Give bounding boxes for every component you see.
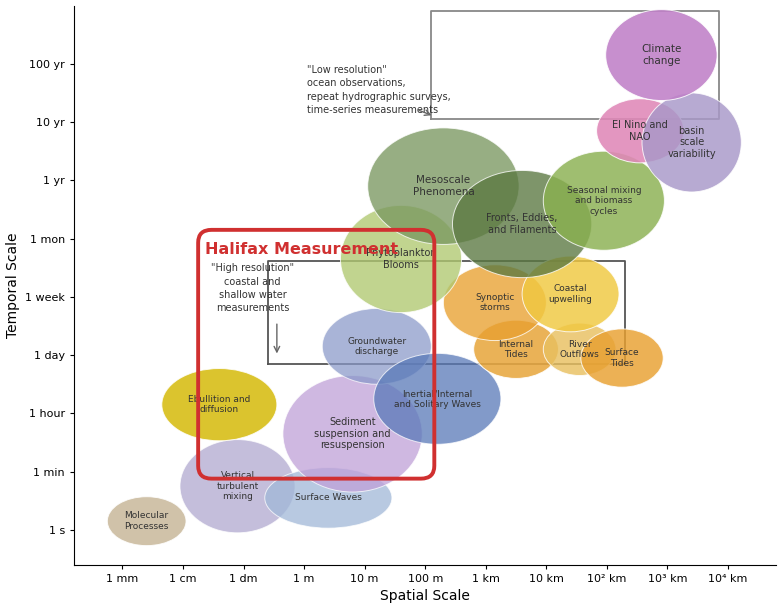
Text: basin
scale
variability: basin scale variability [667, 126, 716, 159]
X-axis label: Spatial Scale: Spatial Scale [380, 590, 470, 604]
Ellipse shape [322, 309, 432, 384]
Text: Synoptic
storms: Synoptic storms [475, 293, 515, 312]
Text: Sediment
suspension and
resuspension: Sediment suspension and resuspension [314, 417, 391, 451]
Text: Ebullition and
diffusion: Ebullition and diffusion [188, 395, 250, 414]
Text: Seasonal mixing
and biomass
cycles: Seasonal mixing and biomass cycles [566, 186, 641, 216]
Ellipse shape [443, 265, 547, 340]
Ellipse shape [474, 320, 558, 378]
Ellipse shape [374, 353, 501, 444]
Ellipse shape [522, 256, 619, 332]
Text: Surface Waves: Surface Waves [295, 493, 362, 502]
Ellipse shape [283, 376, 422, 492]
Ellipse shape [368, 128, 519, 244]
Text: El Nino and
NAO: El Nino and NAO [612, 120, 668, 142]
Text: Inertial/Internal
and Solitary Waves: Inertial/Internal and Solitary Waves [394, 389, 481, 409]
Text: Molecular
Processes: Molecular Processes [124, 512, 169, 531]
Text: Halifax Measurement: Halifax Measurement [205, 242, 398, 256]
Ellipse shape [180, 440, 295, 533]
Text: Fronts, Eddies,
and Filaments: Fronts, Eddies, and Filaments [486, 213, 558, 235]
Text: Coastal
upwelling: Coastal upwelling [549, 284, 593, 304]
Ellipse shape [606, 10, 717, 100]
Ellipse shape [581, 329, 663, 387]
Ellipse shape [107, 497, 186, 546]
Ellipse shape [162, 368, 277, 441]
Text: Vertical
turbulent
mixing: Vertical turbulent mixing [217, 471, 259, 501]
Text: River
Outflows: River Outflows [560, 340, 600, 359]
Ellipse shape [340, 205, 461, 312]
Ellipse shape [597, 99, 683, 163]
Ellipse shape [543, 151, 665, 250]
Text: Groundwater
discharge: Groundwater discharge [347, 337, 407, 356]
Text: Climate
change: Climate change [641, 44, 682, 66]
Ellipse shape [265, 468, 392, 528]
Text: "Low resolution"
ocean observations,
repeat hydrographic surveys,
time-series me: "Low resolution" ocean observations, rep… [307, 65, 451, 115]
Text: "High resolution"
coastal and
shallow water
measurements: "High resolution" coastal and shallow wa… [211, 263, 294, 313]
Ellipse shape [543, 323, 616, 376]
Text: Surface
Tides: Surface Tides [604, 348, 640, 368]
Text: Phytoplankton
Blooms: Phytoplankton Blooms [366, 248, 436, 270]
Text: Internal
Tides: Internal Tides [498, 340, 533, 359]
Ellipse shape [453, 171, 592, 278]
Ellipse shape [642, 93, 741, 192]
Text: Mesoscale
Phenomena: Mesoscale Phenomena [413, 175, 474, 197]
Y-axis label: Temporal Scale: Temporal Scale [5, 233, 20, 338]
